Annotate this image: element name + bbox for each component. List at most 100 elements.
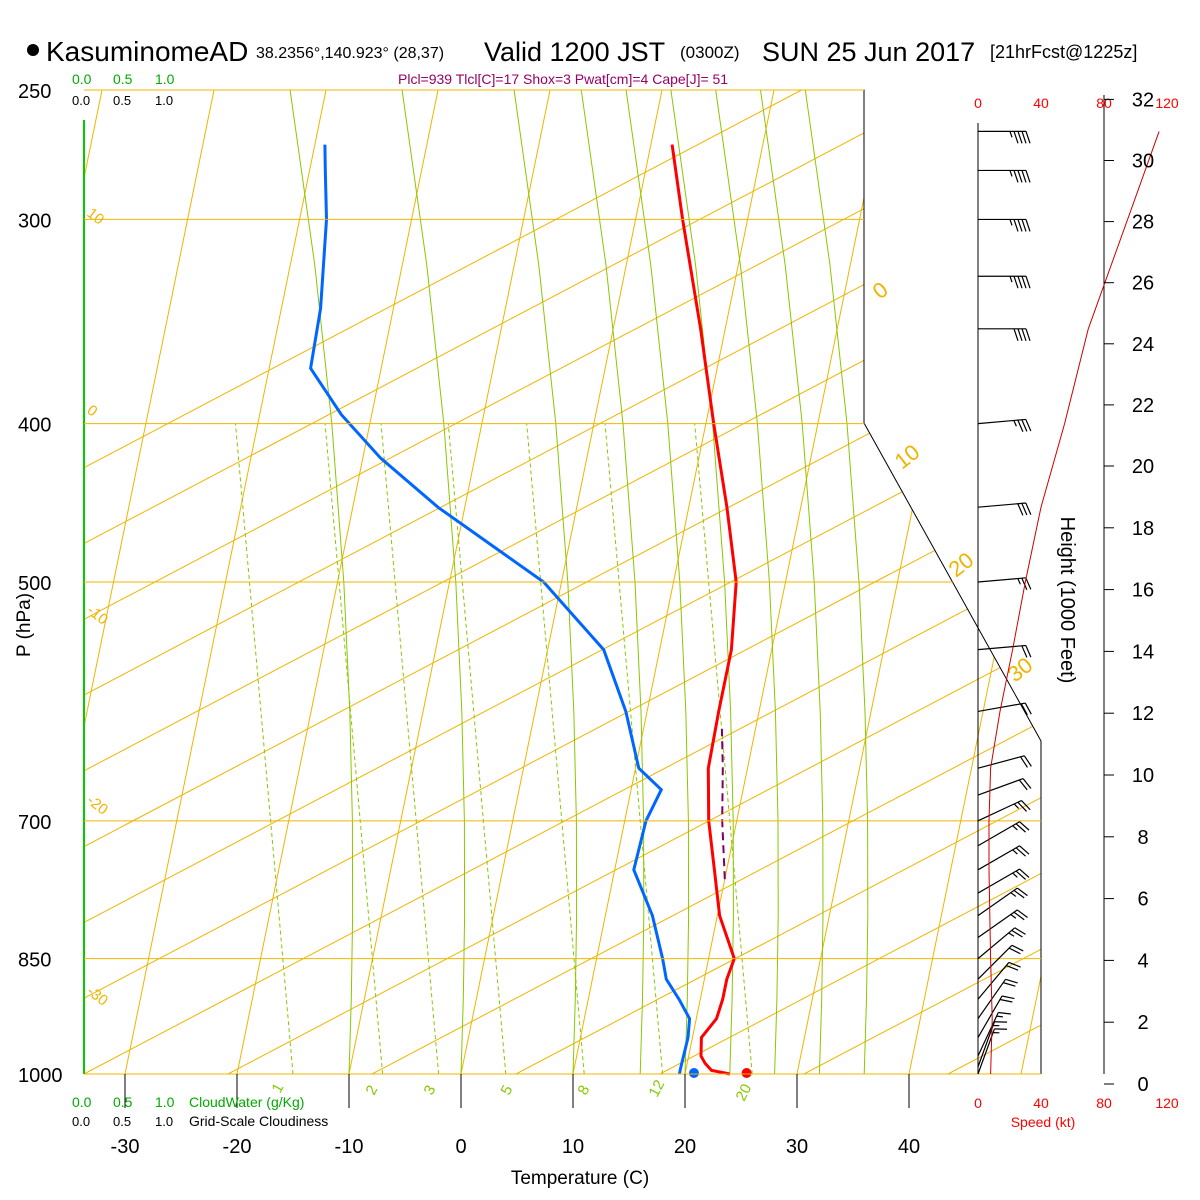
wind-barb-shaft <box>977 944 1013 980</box>
wind-barb <box>977 845 1030 871</box>
wind-barb-half-feather <box>1012 825 1018 831</box>
wind-barb-shaft <box>977 845 1020 871</box>
wind-barb-feather <box>1020 703 1028 716</box>
isotherm-label: -10 <box>84 602 112 629</box>
temperature-tick-label: -20 <box>223 1136 252 1158</box>
wind-barb-feather <box>1013 911 1025 921</box>
parcel-profile <box>720 728 726 880</box>
wind-barb-feather <box>1025 502 1032 515</box>
pressure-tick-label: 1000 <box>18 1065 63 1087</box>
moist-adiabat-line <box>804 90 869 1074</box>
wind-barb <box>977 995 1015 1038</box>
pressure-tick-label: 250 <box>18 81 51 103</box>
wind-barb <box>978 130 1031 144</box>
mixing-ratio-label: 2 <box>363 1083 382 1098</box>
wind-barb-half-feather <box>1010 914 1017 919</box>
wind-barb <box>977 961 1021 1000</box>
dry-adiabat-line <box>84 90 802 1074</box>
dewpoint-profile <box>309 144 692 1075</box>
height-tick-label: 16 <box>1132 580 1154 602</box>
dry-adiabat-line <box>84 90 946 1074</box>
mixing-ratio-label: 20 <box>733 1081 756 1104</box>
wind-barb-half-feather <box>1012 872 1018 878</box>
wind-barb <box>977 778 1032 796</box>
wind-barb-feather <box>1008 961 1021 968</box>
wind-barb-feather <box>1017 276 1023 289</box>
wind-barb-feather <box>1017 801 1028 812</box>
wind-barb-shaft <box>977 909 1018 938</box>
cloudwater-scale-bottom-0: 0.0 <box>72 1094 92 1110</box>
isotherm-label: -30 <box>84 983 112 1010</box>
height-tick-label: 2 <box>1137 1012 1148 1034</box>
wind-barb-shaft <box>977 1012 999 1057</box>
wind-barb-half-feather <box>996 1015 1003 1018</box>
wind-barb-feather <box>1017 328 1023 342</box>
temperature-tick-label: 40 <box>898 1136 920 1158</box>
y-axis-title: P (hPa) <box>14 593 35 657</box>
wind-barb-shaft <box>977 927 1016 960</box>
wind-barb-feather <box>1025 577 1032 590</box>
wind-barb-feather <box>1021 800 1031 811</box>
speed-tick-label-top: 80 <box>1096 95 1112 111</box>
station-name: KasuminomeAD <box>46 36 248 67</box>
mixing-ratio-line <box>324 423 384 1074</box>
wind-barb-feather <box>1020 756 1028 768</box>
mixing-ratio-label: 5 <box>498 1083 517 1098</box>
mixing-ratio-label: 8 <box>575 1083 594 1098</box>
wind-barb-shaft <box>977 962 1010 1000</box>
wind-barb-shaft <box>977 868 1020 894</box>
height-tick-label: 0 <box>1137 1074 1148 1096</box>
wind-barb-feather <box>1025 645 1032 658</box>
wind-barb-feather <box>1017 503 1024 516</box>
wind-barb-feather <box>1023 755 1032 767</box>
moist-adiabat-line <box>760 90 824 1074</box>
wind-barb-feather <box>1021 276 1027 289</box>
wind-barb-feather <box>1021 170 1027 183</box>
wind-barb-feather <box>1021 577 1028 591</box>
wind-barb <box>977 944 1024 980</box>
mixing-ratio-line <box>447 423 507 1074</box>
wind-barb <box>977 821 1030 847</box>
wind-barb-shaft <box>977 995 1003 1038</box>
height-tick-label: 8 <box>1137 827 1148 849</box>
wind-barb-feather <box>1003 982 1016 987</box>
surface-temperature-dot <box>741 1068 752 1078</box>
wind-barb-half-feather <box>1010 892 1017 897</box>
wind-barb-feather <box>1013 131 1019 144</box>
wind-barb-feather <box>1019 845 1030 855</box>
wind-barb-half-feather <box>1013 420 1017 427</box>
isotherm-label-right: 20 <box>944 547 979 582</box>
temperature-tick-label: -10 <box>335 1136 364 1158</box>
dry-adiabat-line <box>515 90 1041 1074</box>
mixing-ratio-line <box>234 423 294 1074</box>
wind-barb-feather <box>1017 131 1023 144</box>
wind-barb-feather <box>1025 219 1031 232</box>
cloudiness-label: Grid-Scale Cloudiness <box>189 1113 328 1129</box>
speed-axis-title: Speed (kt) <box>1011 1114 1076 1130</box>
wind-barb-half-feather <box>1012 849 1018 855</box>
wind-barb-feather <box>999 998 1013 1003</box>
pressure-tick-label: 850 <box>18 950 51 972</box>
wind-barb-feather <box>1017 170 1023 183</box>
height-tick-label: 10 <box>1132 765 1154 787</box>
wind-barb-feather <box>1016 909 1028 918</box>
wind-barb <box>977 702 1032 716</box>
mixing-ratio-line <box>694 423 753 1074</box>
moist-adiabat-line <box>625 90 690 1074</box>
cloudwater-scale-top-1: 0.5 <box>113 71 133 87</box>
moist-adiabat-line <box>513 90 578 1074</box>
wind-barb-feather <box>1022 778 1032 789</box>
moist-adiabat-line <box>670 90 734 1074</box>
wind-barb-feather <box>1014 927 1026 935</box>
height-tick-label: 28 <box>1132 212 1154 234</box>
wind-barb-half-feather <box>1009 170 1013 177</box>
mixing-ratio-line <box>604 423 664 1074</box>
wind-barb-feather <box>1013 276 1019 289</box>
wind-barb-half-feather <box>1009 276 1013 283</box>
pressure-tick-label: 500 <box>18 573 51 595</box>
cloudiness-scale-bottom-1: 0.5 <box>113 1114 131 1129</box>
moist-adiabat-line <box>715 90 779 1074</box>
surface-dewpoint-dot <box>688 1068 699 1078</box>
wind-barb-shaft <box>977 887 1018 917</box>
cloudiness-scale-top-2: 1.0 <box>155 93 173 108</box>
